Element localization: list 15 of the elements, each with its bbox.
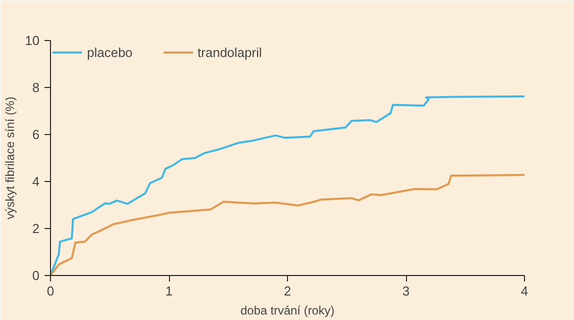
y-axis-title: výskyt fibrilace síní (%) (3, 96, 18, 220)
y-tick-label: 2 (32, 221, 40, 236)
y-tick-label: 6 (32, 127, 40, 142)
x-tick-label: 2 (284, 284, 292, 298)
y-tick-label: 0 (32, 268, 40, 283)
x-tick-label: 0 (46, 284, 54, 298)
x-tick-label: 1 (165, 284, 173, 298)
y-tick-label: 10 (25, 33, 40, 48)
x-axis-title: doba trvání (roky) (240, 304, 335, 318)
y-tick-label: 8 (32, 80, 40, 95)
x-tick-label: 3 (402, 284, 410, 298)
y-tick-label: 4 (32, 174, 40, 189)
x-tick-label: 4 (520, 284, 528, 298)
legend-label: placebo (87, 44, 133, 60)
legend-label: trandolapril (198, 44, 262, 60)
